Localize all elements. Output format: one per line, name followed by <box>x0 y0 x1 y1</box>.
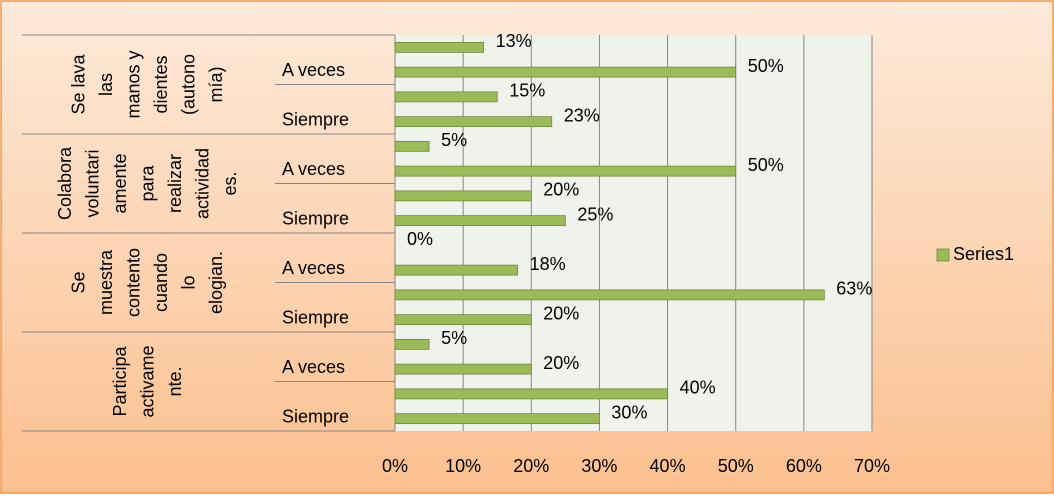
bar <box>394 363 532 375</box>
bar <box>394 289 825 301</box>
group-label: es. <box>220 171 240 195</box>
x-tick-label: 20% <box>513 456 549 476</box>
group-label: realizar <box>165 154 185 213</box>
bar <box>394 165 737 177</box>
bar <box>394 338 430 350</box>
category-label: Siempre <box>282 307 349 327</box>
data-label: 23% <box>564 105 600 125</box>
group-label: lo <box>179 275 199 289</box>
data-label: 40% <box>680 378 716 398</box>
category-label: Siempre <box>282 109 349 129</box>
bar <box>394 264 519 276</box>
bar <box>394 41 484 53</box>
category-label: A veces <box>282 60 345 80</box>
data-label: 20% <box>543 353 579 373</box>
group-label: amente <box>110 153 130 213</box>
category-label: A veces <box>282 159 345 179</box>
x-tick-label: 60% <box>786 456 822 476</box>
group-label: Se <box>69 271 89 293</box>
group-label: para <box>137 165 157 202</box>
category-label: Siempre <box>282 406 349 426</box>
legend-label: Series1 <box>953 244 1014 264</box>
group-label: contento <box>124 248 144 317</box>
x-tick-label: 70% <box>854 456 890 476</box>
x-tick-label: 10% <box>445 456 481 476</box>
group-label: (autono <box>179 54 199 115</box>
bar <box>394 413 600 425</box>
group-label: Colabora <box>55 146 75 220</box>
x-tick-label: 40% <box>650 456 686 476</box>
group-label: las <box>96 73 116 96</box>
legend-swatch <box>936 248 950 262</box>
bar <box>394 388 668 400</box>
data-label: 0% <box>407 229 433 249</box>
bar <box>394 314 532 326</box>
group-label: muestra <box>96 249 116 315</box>
group-label: Se lava <box>69 53 89 114</box>
bar <box>394 140 430 152</box>
group-label: nte. <box>165 366 185 396</box>
data-label: 15% <box>509 81 545 101</box>
group-label: mía) <box>206 67 226 103</box>
x-tick-label: 30% <box>581 456 617 476</box>
bar <box>394 116 553 128</box>
bar <box>394 66 737 78</box>
category-label: A veces <box>282 357 345 377</box>
bar <box>394 190 532 202</box>
group-label: activame <box>137 345 157 417</box>
data-label: 50% <box>748 155 784 175</box>
data-label: 13% <box>496 31 532 51</box>
category-label: A veces <box>282 258 345 278</box>
data-label: 5% <box>441 130 467 150</box>
data-label: 20% <box>543 180 579 200</box>
group-label: cuando <box>151 253 171 312</box>
category-label: Siempre <box>282 208 349 228</box>
group-label: Participa <box>110 345 130 416</box>
group-label: elogian. <box>206 251 226 314</box>
group-label: dientes <box>151 55 171 113</box>
data-label: 5% <box>441 328 467 348</box>
data-label: 25% <box>577 204 613 224</box>
group-label: actividad <box>192 148 212 219</box>
data-label: 18% <box>530 254 566 274</box>
x-tick-label: 50% <box>718 456 754 476</box>
data-label: 20% <box>543 303 579 323</box>
group-label: manos y <box>124 50 144 118</box>
bar <box>394 91 498 103</box>
data-label: 30% <box>611 402 647 422</box>
x-tick-label: 0% <box>382 456 408 476</box>
data-label: 63% <box>836 279 872 299</box>
data-label: 50% <box>748 56 784 76</box>
bar <box>394 215 566 227</box>
group-label: voluntari <box>82 149 102 217</box>
